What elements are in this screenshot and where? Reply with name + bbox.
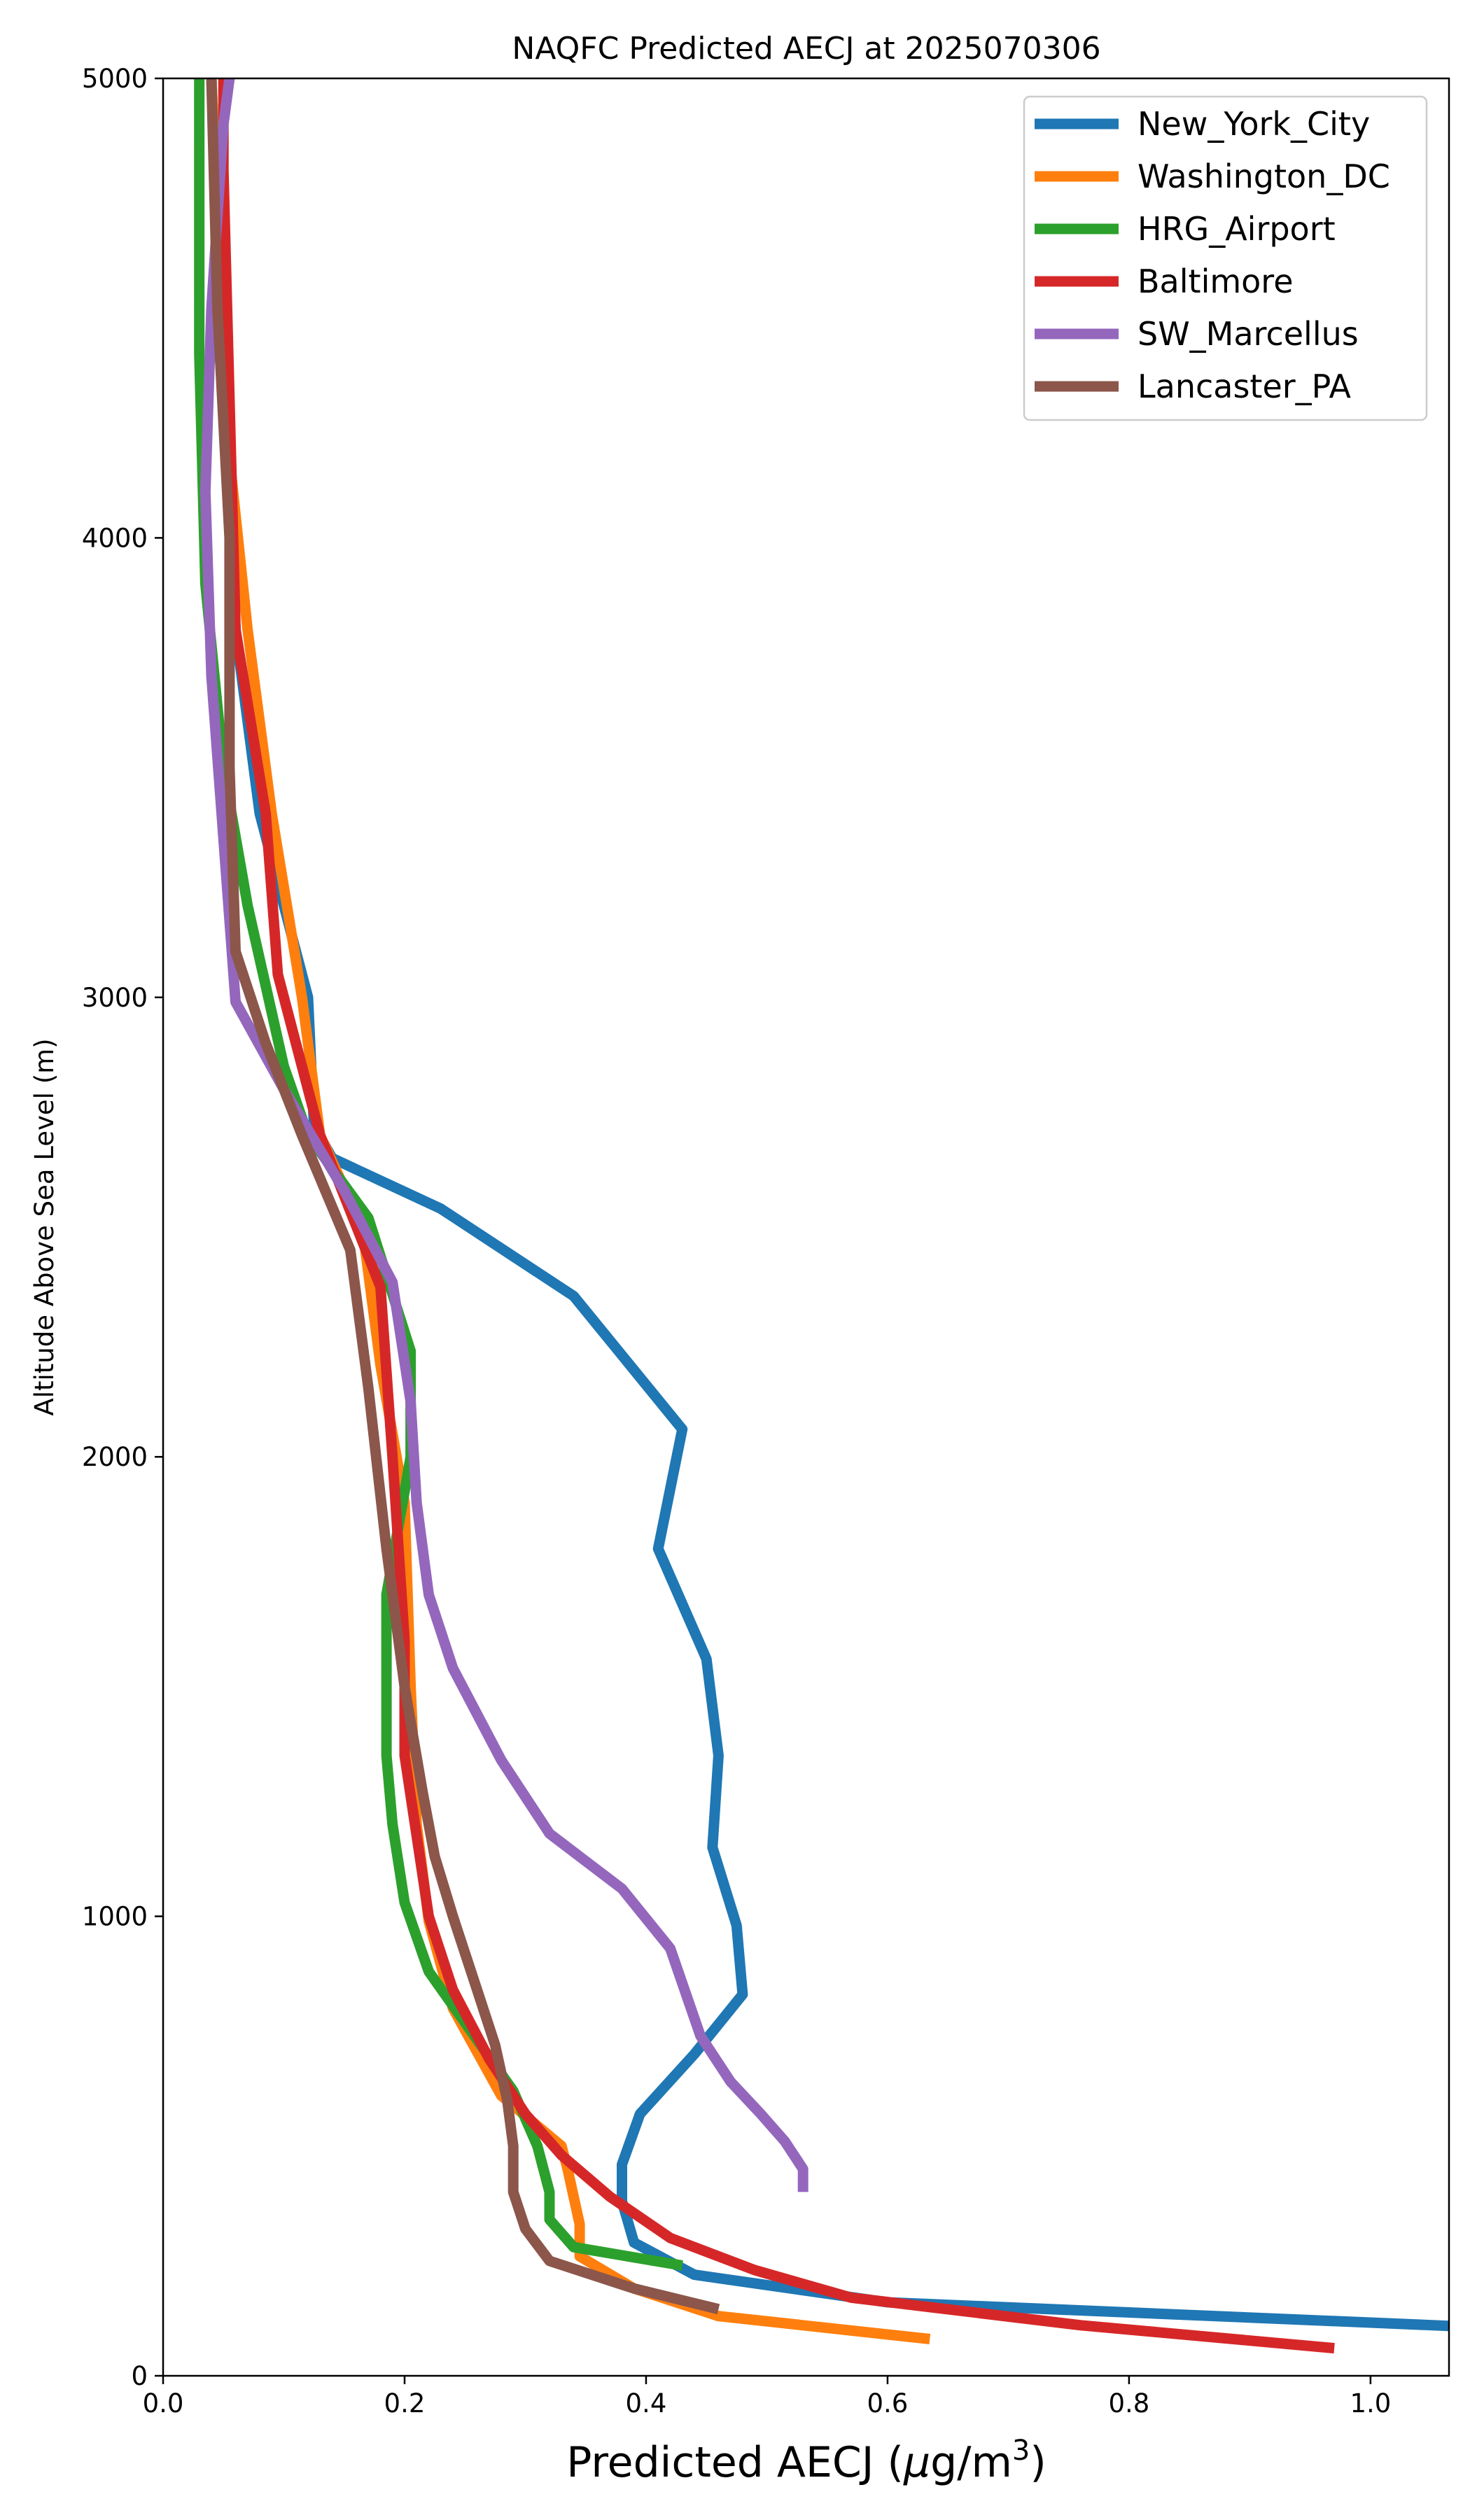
y-tick-label: 1000 [82, 1902, 148, 1932]
series-line-lancaster-pa [206, 78, 720, 2315]
x-tick-label: 0.8 [1108, 2388, 1149, 2418]
legend-label: Washington_DC [1138, 158, 1390, 195]
plot-area [162, 77, 1450, 2377]
chart-title: NAQFC Predicted AECJ at 2025070306 [512, 31, 1100, 66]
x-axis-label-mu: μ [903, 2438, 930, 2487]
y-tick-label: 5000 [82, 64, 148, 94]
x-axis: 0.0 0.2 0.4 0.6 0.8 1.0 [143, 2376, 1391, 2418]
x-tick-label: 0.4 [626, 2388, 667, 2418]
legend-frame [1023, 95, 1428, 421]
y-tick-label: 3000 [82, 983, 148, 1013]
legend-label: HRG_Airport [1138, 210, 1336, 248]
x-axis-label-unit: g/m [930, 2438, 1012, 2487]
x-tick-label: 1.0 [1350, 2388, 1391, 2418]
legend-label: SW_Marcellus [1138, 315, 1359, 353]
legend-label: New_York_City [1138, 105, 1370, 143]
y-tick-label: 0 [131, 2361, 148, 2391]
y-axis: 0 1000 2000 3000 4000 5000 [82, 64, 163, 2391]
y-tick-label: 2000 [82, 1442, 148, 1472]
legend: New_York_City Washington_DC HRG_Airport Bal… [1023, 95, 1428, 421]
series-line-sw-marcellus [200, 78, 808, 2192]
x-tick-label: 0.6 [867, 2388, 909, 2418]
x-axis-label: Predicted AECJ (μg/m3) [566, 2435, 1046, 2487]
plot-frame [162, 77, 1450, 2377]
y-tick-label: 4000 [82, 523, 148, 553]
legend-items: New_York_City Washington_DC HRG_Airport Bal… [1035, 105, 1390, 405]
series-line-baltimore [218, 78, 1335, 2354]
legend-label: Baltimore [1138, 262, 1294, 300]
y-axis-label: Altitude Above Sea Level (m) [29, 1038, 59, 1415]
x-tick-label: 0.2 [384, 2388, 426, 2418]
x-axis-label-main: Predicted AECJ ( [566, 2438, 904, 2487]
x-axis-label-close: ) [1030, 2438, 1046, 2487]
series-group [194, 78, 1449, 2354]
legend-label: Lancaster_PA [1138, 368, 1351, 405]
x-axis-label-exponent: 3 [1012, 2435, 1030, 2467]
x-tick-label: 0.0 [143, 2388, 184, 2418]
